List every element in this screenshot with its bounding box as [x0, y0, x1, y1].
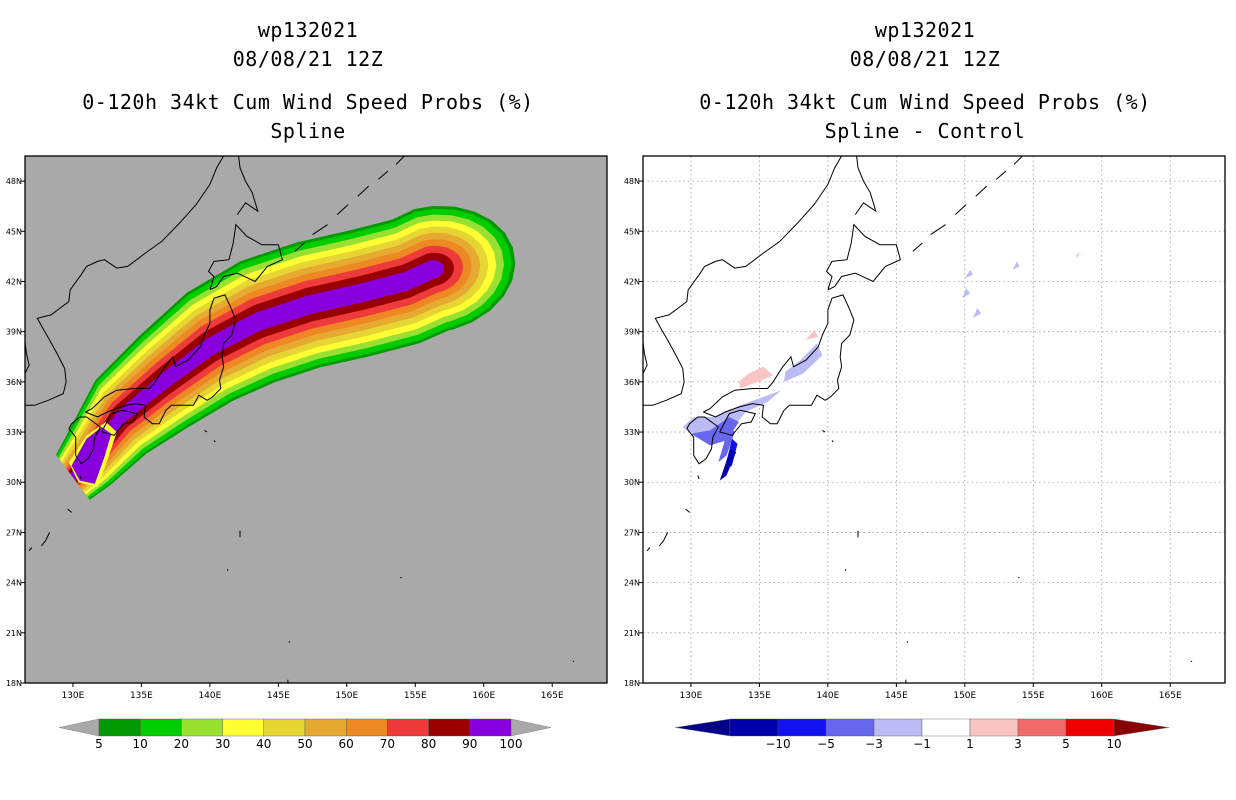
x-tick-label: 150E: [953, 691, 976, 701]
colorbar-swatch: [305, 719, 346, 736]
colorbar-swatch: [730, 719, 778, 736]
colorbar-label: 30: [215, 737, 230, 751]
colorbar-swatch: [429, 719, 470, 736]
colorbar-swatch: [387, 719, 428, 736]
colorbar-swatch: [470, 719, 511, 736]
y-tick-label: 18N: [624, 679, 640, 688]
y-tick-label: 21N: [6, 629, 22, 638]
colorbar-label: 40: [256, 737, 271, 751]
x-tick-label: 140E: [198, 691, 221, 701]
y-tick-label: 30N: [6, 478, 22, 487]
y-tick-label: 30N: [624, 478, 640, 487]
colorbar-swatch: [223, 719, 264, 736]
colorbar-over-arrow: [511, 719, 551, 736]
y-tick-label: 45N: [624, 227, 640, 236]
y-tick-label: 42N: [624, 277, 640, 286]
colorbar-label: 20: [174, 737, 189, 751]
y-tick-label: 24N: [6, 579, 22, 588]
colorbar-label: 1: [966, 737, 974, 751]
colorbar-label: −1: [913, 737, 931, 751]
y-tick-label: 45N: [6, 227, 22, 236]
x-tick-label: 165E: [1159, 691, 1182, 701]
colorbar-under-arrow: [59, 719, 99, 736]
colorbar-label: 10: [1106, 737, 1121, 751]
left-colorbar: 5 10 20 30 40 50 60 70 80 90 100: [59, 719, 551, 751]
y-tick-label: 48N: [6, 177, 22, 186]
y-tick-label: 48N: [624, 177, 640, 186]
colorbar-over-arrow: [1114, 719, 1169, 736]
x-tick-label: 155E: [1022, 691, 1045, 701]
right-map-panel: 130E 135E 140E 145E 150E 155E 160E 165E 18N 21N 24…: [612, 156, 1226, 701]
colorbar-swatch: [140, 719, 181, 736]
colorbar-swatch: [99, 719, 140, 736]
colorbar-swatch: [970, 719, 1018, 736]
y-tick-label: 21N: [624, 629, 640, 638]
x-tick-label: 130E: [679, 691, 702, 701]
colorbar-label: −5: [817, 737, 835, 751]
right-colorbar: −10 −5 −3 −1 1 3 5 10: [675, 719, 1169, 751]
colorbar-swatch: [346, 719, 387, 736]
y-tick-label: 27N: [6, 528, 22, 537]
y-tick-label: 39N: [6, 328, 22, 337]
colorbar-under-arrow: [675, 719, 730, 736]
x-tick-label: 160E: [1090, 691, 1113, 701]
y-tick-label: 33N: [624, 428, 640, 437]
colorbar-label: 5: [95, 737, 103, 751]
x-tick-label: 135E: [748, 691, 771, 701]
x-tick-label: 150E: [335, 691, 358, 701]
x-tick-label: 145E: [267, 691, 290, 701]
colorbar-swatch: [1018, 719, 1066, 736]
y-tick-label: 36N: [624, 378, 640, 387]
y-tick-label: 39N: [624, 328, 640, 337]
x-tick-label: 165E: [541, 691, 564, 701]
y-tick-label: 36N: [6, 378, 22, 387]
x-tick-label: 155E: [404, 691, 427, 701]
colorbar-label: 60: [339, 737, 354, 751]
colorbar-swatch: [826, 719, 874, 736]
y-tick-label: 33N: [6, 428, 22, 437]
y-tick-label: 24N: [624, 579, 640, 588]
x-tick-label: 130E: [61, 691, 84, 701]
colorbar-label: 100: [500, 737, 523, 751]
colorbar-label: −3: [865, 737, 883, 751]
colorbar-swatch: [264, 719, 305, 736]
colorbar-swatch: [922, 719, 970, 736]
colorbar-swatch: [181, 719, 222, 736]
x-tick-label: 140E: [816, 691, 839, 701]
colorbar-swatch: [778, 719, 826, 736]
colorbar-label: 70: [380, 737, 395, 751]
colorbar-label: 10: [133, 737, 148, 751]
coastline-segment: [612, 576, 616, 578]
x-tick-label: 160E: [472, 691, 495, 701]
colorbar-label: 50: [297, 737, 312, 751]
colorbar-swatch: [1066, 719, 1114, 736]
colorbar-swatch: [874, 719, 922, 736]
colorbar-label: −10: [765, 737, 790, 751]
y-tick-label: 27N: [624, 528, 640, 537]
wind-probability-charts: 130E 135E 140E 145E 150E 155E 160E 165E 18N 21N 24…: [0, 0, 1236, 800]
left-map-panel: 130E 135E 140E 145E 150E 155E 160E 165E 18N 21N 24…: [0, 156, 607, 701]
x-tick-label: 135E: [130, 691, 153, 701]
colorbar-label: 5: [1062, 737, 1070, 751]
colorbar-label: 3: [1014, 737, 1022, 751]
y-tick-label: 42N: [6, 277, 22, 286]
y-tick-label: 18N: [6, 679, 22, 688]
colorbar-label: 90: [462, 737, 477, 751]
x-tick-label: 145E: [885, 691, 908, 701]
colorbar-label: 80: [421, 737, 436, 751]
